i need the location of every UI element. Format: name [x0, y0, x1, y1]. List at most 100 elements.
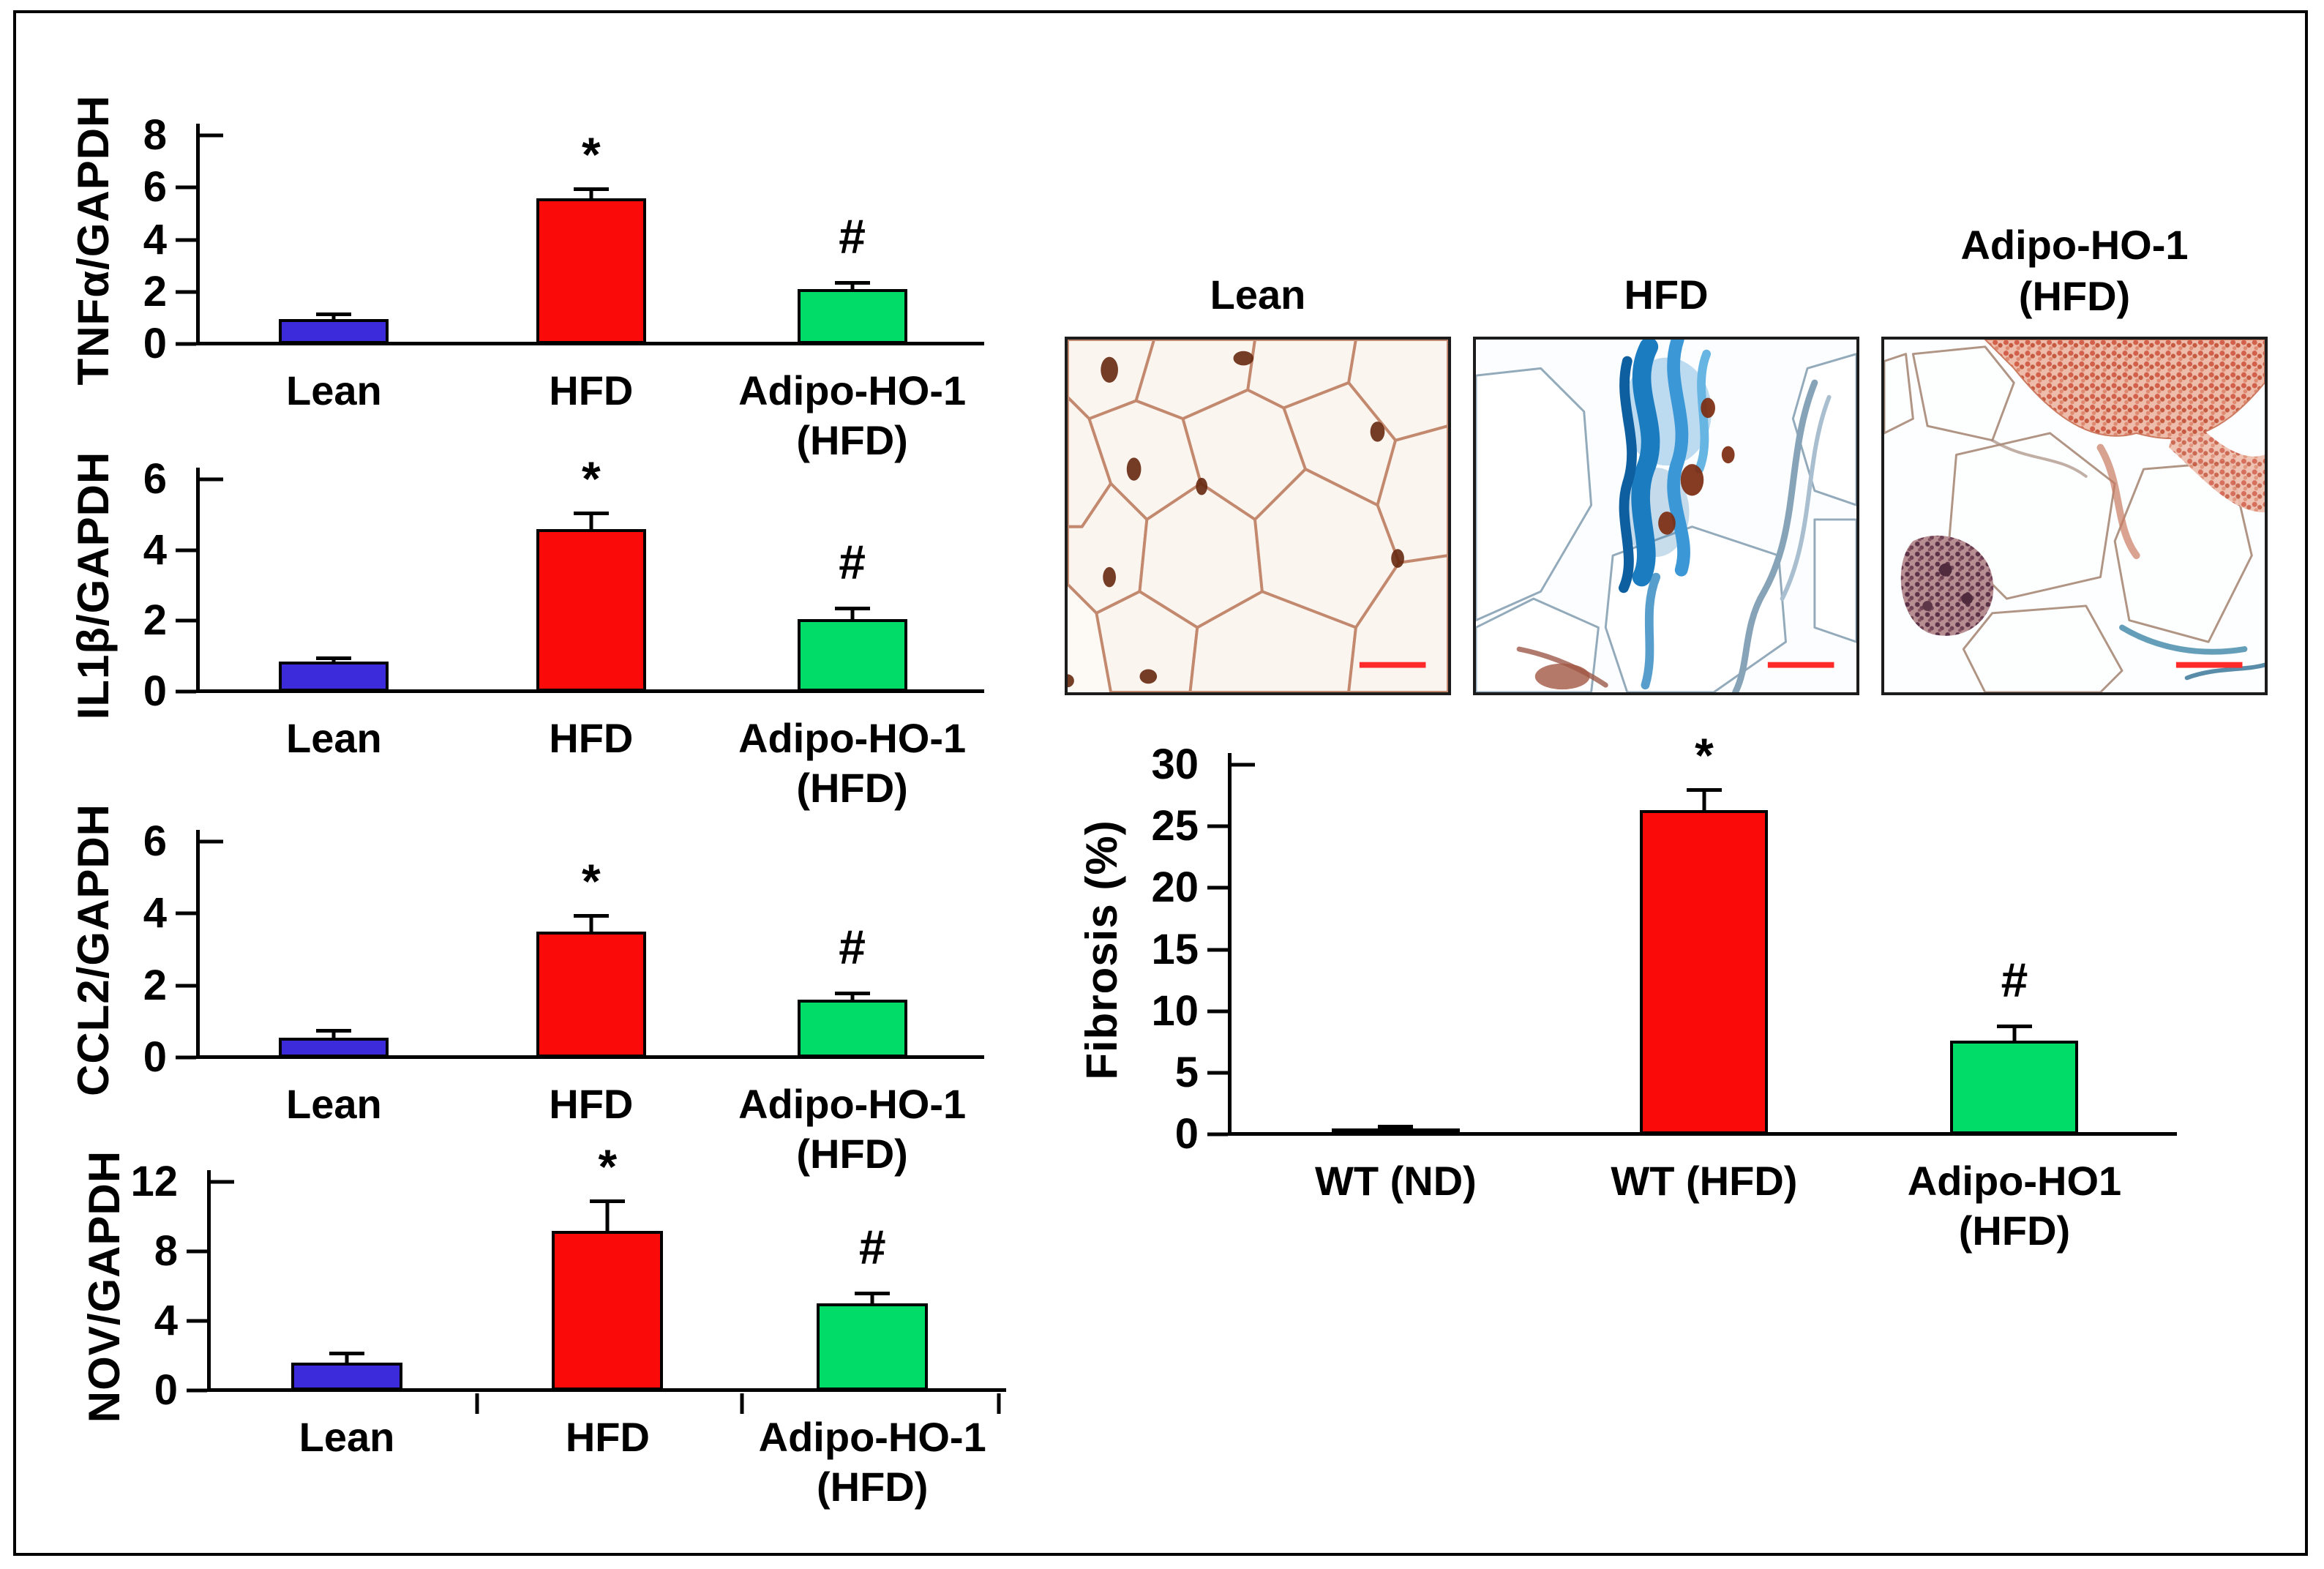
x-category-label-line: Lean: [286, 1081, 382, 1127]
x-category-label-line: WT (ND): [1315, 1158, 1477, 1204]
micrograph-label-hfd: HFD: [1624, 269, 1708, 321]
y-tick-mark: [176, 1055, 196, 1060]
y-tick-mark: [187, 1249, 207, 1254]
x-category-label: Lean: [286, 1079, 382, 1129]
hfd-micrograph: [1473, 337, 1859, 695]
x-category-label: HFD: [549, 714, 633, 763]
plot-area: 6 4 2 0 Lean * HFD # Adipo-HO-1 (HFD): [143, 454, 984, 811]
y-tick-mark: [200, 839, 223, 844]
y-tick-mark: [200, 477, 223, 482]
error-bar-cap: [316, 312, 352, 317]
y-tick-label: 0: [143, 667, 167, 715]
micrograph-label-line: (HFD): [2018, 273, 2131, 319]
bar-adipo-ho-1-hfd: [797, 289, 907, 344]
y-tick-label: 25: [1151, 802, 1199, 850]
error-bar-cap: [573, 511, 609, 515]
x-category-label: HFD: [566, 1412, 650, 1462]
bar-adipo-ho-1-hfd: [817, 1303, 929, 1390]
error-bar-cap: [834, 991, 870, 995]
x-category-label: Lean: [299, 1412, 395, 1462]
chart-nov-gapdh: NOV/GAPDH 12 8 4 0 Lean * HFD # Adipo-HO-1 (HFD): [80, 1142, 1006, 1510]
y-tick-mark: [176, 911, 196, 915]
significance-marker: #: [839, 209, 866, 264]
error-bar-cap: [316, 656, 352, 661]
error-bar-cap: [1378, 1125, 1414, 1129]
y-axis-title: Fibrosis (%): [1077, 819, 1126, 1080]
x-category-label: Adipo-HO-1 (HFD): [738, 1079, 966, 1180]
error-bar-cap: [1686, 787, 1722, 792]
error-bar: [1702, 789, 1706, 811]
error-bar: [850, 608, 855, 619]
y-tick-label: 0: [1174, 1110, 1199, 1158]
micrograph-label-adipo-ho-1: Adipo-HO-1 (HFD): [1960, 220, 2188, 322]
error-bar: [2012, 1025, 2017, 1041]
y-tick-label: 30: [1151, 741, 1199, 788]
error-bar-cap: [329, 1351, 364, 1355]
plot-area: 12 8 4 0 Lean * HFD # Adipo-HO-1 (HFD): [130, 1142, 1006, 1510]
x-category-label: HFD: [549, 1079, 633, 1129]
error-bar: [870, 1293, 874, 1304]
y-axis-line: [196, 830, 200, 1059]
error-bar: [589, 189, 593, 198]
x-tick-mark: [997, 1393, 1001, 1414]
y-tick-mark: [176, 290, 196, 294]
y-tick-mark: [176, 185, 196, 190]
x-category-label-line: HFD: [549, 715, 634, 761]
micrograph-label-lean: Lean: [1210, 269, 1306, 321]
error-bar: [331, 1030, 336, 1038]
y-tick-label: 0: [154, 1366, 178, 1414]
error-bar-cap: [834, 281, 870, 285]
bar-lean: [279, 661, 389, 692]
significance-marker: *: [581, 127, 601, 182]
y-tick-mark: [176, 342, 196, 346]
y-tick-label: 2: [143, 961, 167, 1009]
y-tick-label: 20: [1151, 864, 1199, 912]
x-category-label-line: WT (HFD): [1611, 1158, 1798, 1204]
bar-wt-hfd: [1640, 810, 1769, 1134]
x-category-label: WT (ND): [1315, 1156, 1477, 1206]
y-tick-mark: [200, 133, 223, 138]
significance-marker: *: [581, 853, 601, 908]
x-tick-mark: [740, 1393, 744, 1414]
plot-area: 6 4 2 0 Lean * HFD # Adipo-HO-1 (HFD): [143, 820, 984, 1177]
error-bar-cap: [834, 607, 870, 611]
lean-micrograph-art: [1068, 340, 1448, 692]
x-category-label-line: (HFD): [796, 417, 908, 464]
scale-bar: [1359, 662, 1426, 668]
bar-adipo-ho-1-hfd: [797, 1000, 907, 1057]
error-bar-cap: [573, 913, 609, 918]
y-tick-mark: [1207, 948, 1228, 951]
plot-area: 30 25 20 15 10 5 0 WT (ND) * WT (HFD) # Adipo-HO1 (H…: [1151, 731, 2177, 1254]
y-axis-title: TNFα/GAPDH: [69, 94, 118, 385]
y-tick-label: 10: [1151, 986, 1199, 1035]
x-category-label: Lean: [286, 714, 382, 763]
x-category-label-line: Lean: [286, 367, 382, 413]
error-bar-cap: [590, 1199, 626, 1204]
micrograph-label-line: HFD: [1624, 272, 1709, 318]
error-bar: [345, 1352, 349, 1363]
x-category-label-line: Adipo-HO-1: [738, 1081, 967, 1127]
micrograph-label-line: Lean: [1210, 272, 1306, 318]
y-tick-label: 5: [1174, 1048, 1199, 1096]
nuclei-dots: [1068, 351, 1404, 688]
y-tick-mark: [211, 1180, 234, 1184]
y-tick-label: 4: [143, 525, 167, 574]
y-tick-label: 6: [143, 163, 167, 211]
bar-hfd: [536, 931, 646, 1057]
chart-ccl2-gapdh: CCL2/GAPDH 6 4 2 0 Lean * HFD # Adipo-HO-1 (HFD): [69, 803, 984, 1177]
significance-marker: #: [839, 919, 866, 974]
y-axis-title: IL1β/GAPDH: [69, 451, 118, 720]
significance-marker: *: [581, 451, 601, 506]
bar-adipo-ho-1-hfd: [797, 618, 907, 692]
y-tick-mark: [1207, 1132, 1228, 1137]
scale-bar: [2175, 662, 2243, 668]
y-tick-mark: [176, 984, 196, 988]
significance-marker: #: [2001, 952, 2028, 1007]
y-tick-label: 0: [143, 1033, 167, 1081]
figure-border: [13, 10, 2308, 1556]
y-axis-title: CCL2/GAPDH: [69, 803, 118, 1096]
y-tick-mark: [176, 238, 196, 241]
scale-bar: [1767, 662, 1834, 668]
x-category-label: Lean: [286, 366, 382, 416]
lean-micrograph: [1065, 337, 1451, 695]
